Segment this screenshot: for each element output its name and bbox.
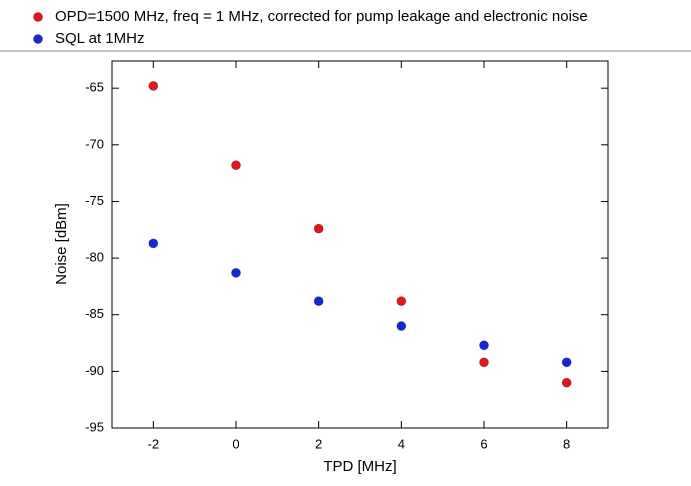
y-tick-label: -65 [85,80,104,95]
y-axis-label: Noise [dBm] [53,203,70,285]
y-tick-label: -95 [85,419,104,434]
legend-marker [33,34,43,44]
y-tick-label: -85 [85,306,104,321]
legend-label: SQL at 1MHz [55,30,144,47]
point [396,296,407,307]
point [231,160,241,171]
x-tick-label: 8 [563,436,570,451]
x-tick-label: 0 [232,436,239,451]
legend-marker [33,12,43,22]
x-tick-label: 4 [398,436,405,451]
point [479,357,489,368]
plot-frame [111,60,609,429]
x-tick-label: 2 [315,436,322,451]
point [561,377,572,388]
y-tick-label: -70 [85,136,104,151]
x-tick-label: -2 [148,436,160,451]
y-tick-label: -75 [85,193,104,208]
point [561,357,572,368]
legend-label: OPD=1500 MHz, freq = 1 MHz, corrected fo… [55,8,588,25]
y-tick-label: -90 [85,363,104,378]
y-tick-label: -80 [85,250,104,265]
point [396,321,407,331]
point [231,267,241,278]
point [148,81,159,91]
point [479,340,489,351]
point [148,238,159,249]
point [313,223,324,234]
x-axis-label: TPD [MHz] [323,458,396,475]
point [313,296,324,307]
x-tick-label: 6 [480,436,487,451]
